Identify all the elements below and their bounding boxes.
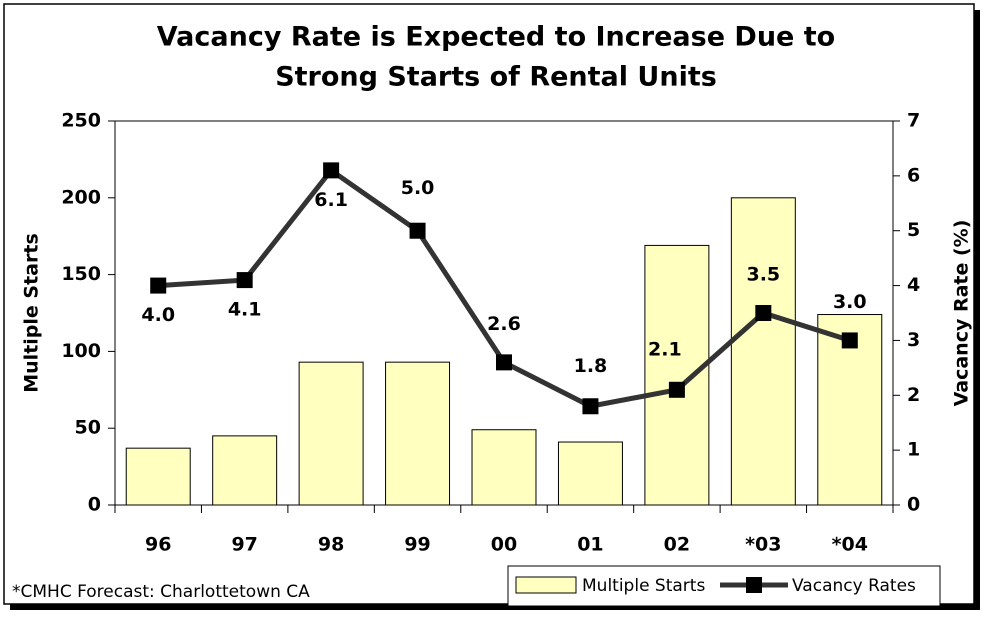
y-tick-label: 0 [88, 494, 101, 516]
legend-label: Multiple Starts [582, 576, 705, 596]
footnote: *CMHC Forecast: Charlottetown CA [12, 582, 310, 602]
x-tick-label: 97 [231, 534, 257, 556]
legend-label: Vacancy Rates [792, 576, 916, 596]
marker [582, 398, 599, 415]
bar [557, 441, 623, 506]
chart-title: Vacancy Rate is Expected to Increase Due… [157, 22, 835, 53]
x-tick-label: *03 [745, 534, 781, 556]
marker [409, 222, 426, 239]
bar [644, 244, 710, 506]
marker [150, 277, 167, 294]
data-label: 4.0 [141, 304, 175, 326]
y2-tick-label: 3 [907, 329, 920, 351]
marker [668, 381, 685, 398]
x-tick-label: 02 [664, 534, 690, 556]
y-axis-label: Multiple Starts [21, 233, 43, 393]
data-label: 5.0 [401, 177, 435, 199]
legend-swatch [515, 576, 577, 594]
marker [323, 162, 340, 179]
x-tick-label: 98 [318, 534, 344, 556]
y2-tick-label: 2 [907, 384, 920, 406]
marker [496, 354, 512, 371]
data-label: 2.6 [487, 313, 521, 335]
data-label: 4.1 [228, 299, 262, 321]
y2-tick-label: 1 [907, 439, 920, 461]
y2-tick-label: 4 [907, 274, 920, 296]
x-tick-label: *04 [832, 534, 868, 556]
marker [841, 332, 858, 349]
x-tick-label: 00 [491, 534, 517, 556]
bar [298, 361, 364, 506]
bar [125, 447, 191, 506]
y2-axis-label: Vacancy Rate (%) [951, 220, 973, 407]
marker [755, 305, 772, 321]
legend-marker [746, 577, 762, 593]
bar [212, 435, 278, 506]
y-tick-label: 50 [75, 417, 101, 439]
bar [385, 361, 451, 506]
y-tick-label: 150 [61, 263, 101, 285]
x-tick-label: 96 [145, 534, 171, 556]
chart-title: Strong Starts of Rental Units [275, 62, 717, 93]
data-label: 3.5 [746, 264, 780, 286]
marker [236, 272, 253, 289]
y-tick-label: 250 [61, 110, 101, 132]
bar [471, 429, 537, 506]
data-label: 6.1 [314, 189, 348, 211]
y2-tick-label: 7 [907, 110, 920, 132]
bar [730, 197, 796, 506]
y2-tick-label: 5 [907, 219, 920, 241]
x-tick-label: 01 [577, 534, 603, 556]
x-tick-label: 99 [404, 534, 430, 556]
data-label: 1.8 [574, 355, 608, 377]
data-label: 2.1 [648, 338, 682, 360]
y2-tick-label: 6 [907, 164, 920, 186]
y-tick-label: 100 [61, 340, 101, 362]
data-label: 3.0 [833, 291, 867, 313]
y-tick-label: 200 [61, 186, 101, 208]
y2-tick-label: 0 [907, 494, 920, 516]
